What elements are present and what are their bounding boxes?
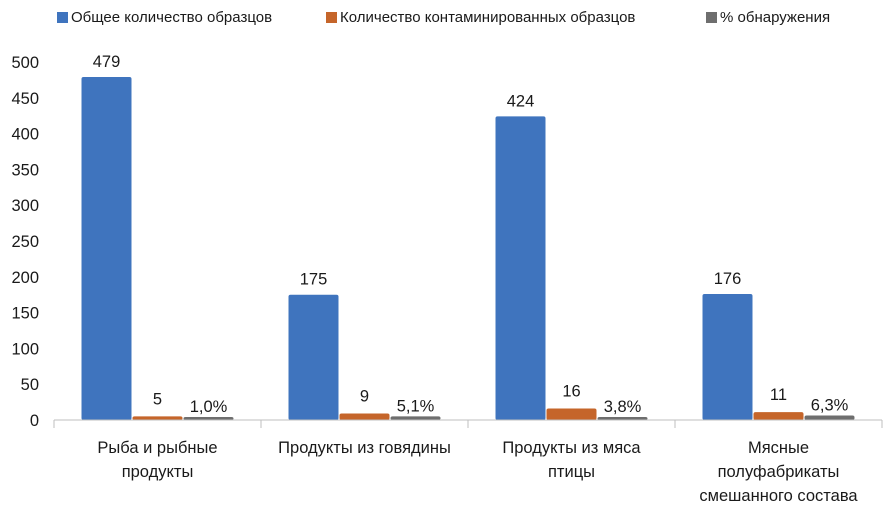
bar-s1-c1	[339, 413, 390, 420]
x-category-line: Продукты из говядины	[278, 439, 451, 457]
y-tick-label-2: 100	[11, 340, 39, 358]
data-label-s1-c2: 16	[562, 383, 580, 401]
data-label-s1-c3: 11	[770, 386, 787, 404]
bar-s1-c3	[753, 412, 804, 420]
bar-s0-c0	[81, 77, 132, 420]
data-label-s2-c2: 3,8%	[604, 398, 642, 416]
legend-swatch-1	[326, 12, 337, 23]
x-category-line: смешанного состава	[699, 487, 858, 505]
x-category-label-3: Мясные полуфабрикаты смешанного состава	[699, 439, 858, 505]
x-category-label-2: Продукты из мяса птицы	[502, 439, 641, 481]
x-category-label-0: Рыба и рыбные продукты	[97, 439, 217, 481]
legend-label-1: Количество контаминированных образцов	[340, 9, 635, 26]
legend-swatch-2	[706, 12, 717, 23]
data-label-s1-c0: 5	[153, 390, 162, 408]
bar-s2-c0	[183, 417, 234, 420]
y-tick-label-7: 350	[11, 161, 39, 179]
y-axis: 0 50 100 150 200 250 300 350 400 450 500	[11, 54, 39, 430]
legend: Общее количество образцов Количество конт…	[57, 9, 830, 26]
x-category-line: птицы	[548, 463, 595, 481]
data-labels: 479 5 1,0% 175 9 5,1% 424 16 3,8% 176 11 6,3%	[93, 53, 849, 416]
x-category-line: Рыба и рыбные	[97, 439, 217, 457]
bar-s2-c2	[597, 417, 648, 420]
y-tick-label-5: 250	[11, 233, 39, 251]
data-label-s1-c1: 9	[360, 388, 369, 406]
x-category-line: полуфабрикаты	[718, 463, 840, 481]
data-label-s0-c0: 479	[93, 53, 121, 71]
data-label-s2-c3: 6,3%	[811, 396, 849, 414]
data-label-s0-c2: 424	[507, 92, 535, 110]
y-tick-label-8: 400	[11, 126, 39, 144]
x-axis: Рыба и рыбные продукты Продукты из говядин…	[53, 419, 883, 505]
x-category-line: Продукты из мяса	[502, 439, 641, 457]
legend-label-0: Общее количество образцов	[71, 9, 272, 26]
bar-s1-c0	[132, 416, 183, 420]
x-category-label-1: Продукты из говядины	[278, 439, 451, 457]
data-label-s2-c1: 5,1%	[397, 397, 435, 415]
y-tick-label-6: 300	[11, 197, 39, 215]
data-label-s2-c0: 1,0%	[190, 398, 228, 416]
bar-s0-c2	[495, 116, 546, 420]
y-tick-label-1: 50	[21, 376, 39, 394]
y-tick-label-0: 0	[30, 412, 39, 430]
bar-s1-c2	[546, 408, 597, 420]
bar-s0-c1	[288, 294, 339, 420]
x-category-line: Мясные	[748, 439, 809, 457]
y-tick-label-10: 500	[11, 54, 39, 72]
y-tick-label-4: 200	[11, 269, 39, 287]
data-label-s0-c3: 176	[714, 270, 742, 288]
legend-swatch-0	[57, 12, 68, 23]
bar-s2-c1	[390, 416, 441, 420]
y-tick-label-9: 450	[11, 90, 39, 108]
bar-s2-c3	[804, 415, 855, 420]
y-tick-label-3: 150	[11, 305, 39, 323]
bar-s0-c3	[702, 293, 753, 420]
data-label-s0-c1: 175	[300, 271, 328, 289]
bars	[81, 77, 855, 420]
x-category-line: продукты	[122, 463, 194, 481]
legend-label-2: % обнаружения	[720, 9, 830, 26]
